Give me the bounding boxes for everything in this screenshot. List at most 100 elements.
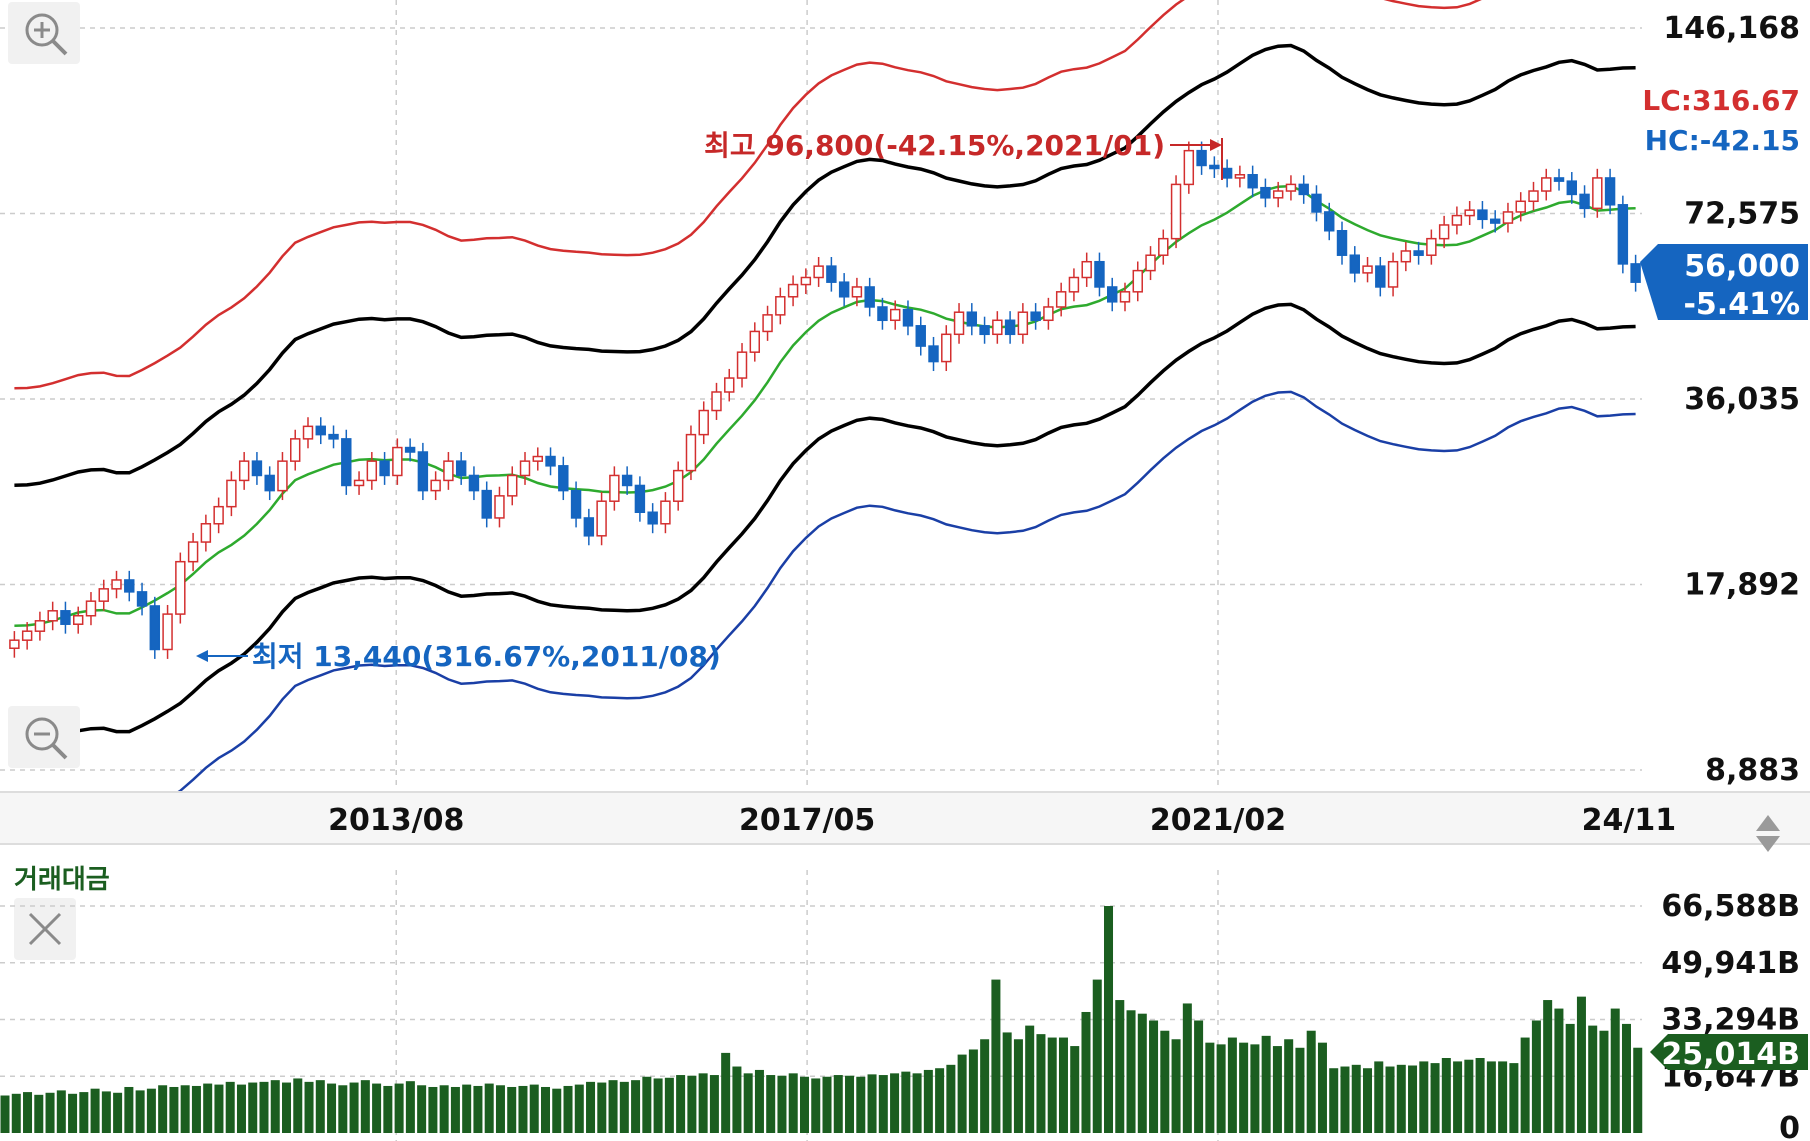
- volume-bar: [1306, 1030, 1316, 1133]
- volume-bar: [1272, 1046, 1282, 1133]
- volume-bar: [1351, 1064, 1361, 1133]
- volume-bar: [304, 1081, 314, 1133]
- candle-body: [1336, 229, 1348, 256]
- candle-body: [1196, 149, 1207, 167]
- volume-bar: [642, 1076, 652, 1133]
- candle-body: [1375, 265, 1386, 288]
- volume-bar: [586, 1081, 596, 1133]
- upper-channel-line: [14, 43, 1636, 487]
- volume-bar: [428, 1086, 438, 1133]
- volume-bar: [799, 1076, 809, 1133]
- price-tick-label: 146,168: [1663, 11, 1800, 46]
- volume-bar: [1058, 1037, 1068, 1133]
- volume-bar: [923, 1069, 933, 1133]
- candle-body: [1400, 250, 1412, 263]
- volume-bar: [1329, 1068, 1339, 1133]
- current-price-badge: 56,000 -5.41%: [1640, 244, 1808, 322]
- volume-bar: [270, 1080, 280, 1133]
- volume-bar: [1633, 1047, 1643, 1133]
- chevron-down-icon[interactable]: [1756, 836, 1780, 852]
- volume-bar: [1295, 1047, 1305, 1133]
- volume-bar: [732, 1066, 742, 1133]
- volume-bar: [1284, 1039, 1294, 1133]
- candle-body: [213, 505, 224, 525]
- zoom-out-icon: [25, 717, 59, 751]
- volume-bar: [1498, 1061, 1508, 1133]
- chevron-up-icon[interactable]: [1756, 815, 1780, 831]
- volume-bar: [766, 1075, 776, 1133]
- candle-body: [251, 460, 263, 477]
- volume-bar: [721, 1052, 731, 1133]
- candle-body: [1043, 306, 1054, 322]
- candle-body: [672, 469, 684, 502]
- volume-bar: [563, 1085, 573, 1133]
- candle-body: [519, 460, 531, 477]
- candle-body: [698, 409, 709, 436]
- volume-bar: [113, 1092, 123, 1133]
- candle-body: [9, 639, 20, 649]
- volume-bar: [101, 1091, 111, 1133]
- candle-body: [1438, 224, 1450, 240]
- volume-bar: [45, 1092, 55, 1133]
- volume-bar: [912, 1073, 922, 1133]
- hc-indicator: HC:-42.15: [1645, 124, 1800, 157]
- candle-body: [468, 474, 480, 492]
- volume-bar: [1565, 1023, 1575, 1133]
- time-axis-strip: [0, 792, 1810, 844]
- candle-body: [1426, 237, 1437, 256]
- zoom-in-button[interactable]: [8, 2, 80, 64]
- volume-bar: [394, 1083, 404, 1133]
- time-tick-label: 2013/08: [328, 803, 464, 838]
- volume-bar: [1441, 1058, 1451, 1133]
- candle-body: [111, 579, 122, 590]
- volume-bar: [282, 1082, 292, 1133]
- volume-bar: [1588, 1025, 1598, 1133]
- time-tick-label: 24/11: [1582, 803, 1676, 838]
- candle-body: [366, 460, 378, 482]
- zoom-out-button[interactable]: [8, 706, 80, 768]
- price-axis: 146,168 72,575 36,035 17,892 8,883: [1663, 11, 1800, 788]
- volume-bar: [1160, 1030, 1170, 1133]
- volume-bar: [1250, 1044, 1260, 1133]
- volume-bar: [608, 1080, 618, 1133]
- volume-bar: [1385, 1066, 1395, 1133]
- candle-body: [443, 460, 454, 482]
- candle-body: [1541, 177, 1552, 192]
- close-volume-button[interactable]: [14, 898, 76, 960]
- candle-body: [1502, 211, 1514, 224]
- volume-bar: [529, 1084, 539, 1133]
- volume-tick-label: 49,941B: [1661, 946, 1800, 981]
- candle-body: [1630, 263, 1641, 283]
- volume-bar: [1554, 1008, 1564, 1133]
- volume-bar: [540, 1086, 551, 1133]
- candle-body: [392, 446, 403, 477]
- volume-bar: [417, 1085, 427, 1133]
- candle-body: [570, 489, 582, 519]
- candle-body: [1464, 209, 1475, 217]
- volume-bar: [867, 1074, 877, 1133]
- volume-bar: [833, 1075, 843, 1133]
- current-volume: 25,014B: [1661, 1037, 1800, 1072]
- candle-body: [149, 605, 161, 651]
- volume-bar: [484, 1083, 494, 1133]
- volume-bar: [946, 1064, 956, 1133]
- scroll-arrows[interactable]: [1756, 815, 1780, 852]
- candle-body: [941, 333, 952, 363]
- volume-bar: [56, 1090, 66, 1133]
- volume-bar: [225, 1081, 235, 1133]
- volume-bar: [1475, 1058, 1485, 1133]
- volume-bar: [1182, 1003, 1192, 1133]
- candle-body: [953, 311, 965, 336]
- volume-bar: [158, 1085, 168, 1133]
- volume-bar: [450, 1086, 460, 1133]
- current-change: -5.41%: [1683, 287, 1800, 322]
- candle-body: [1247, 174, 1258, 189]
- candle-body: [1158, 237, 1169, 256]
- volume-bar: [1036, 1034, 1046, 1133]
- candle-body: [877, 306, 888, 322]
- candle-body: [226, 479, 237, 508]
- candle-body: [72, 615, 84, 625]
- volume-bar: [214, 1084, 224, 1133]
- candle-body: [545, 455, 556, 467]
